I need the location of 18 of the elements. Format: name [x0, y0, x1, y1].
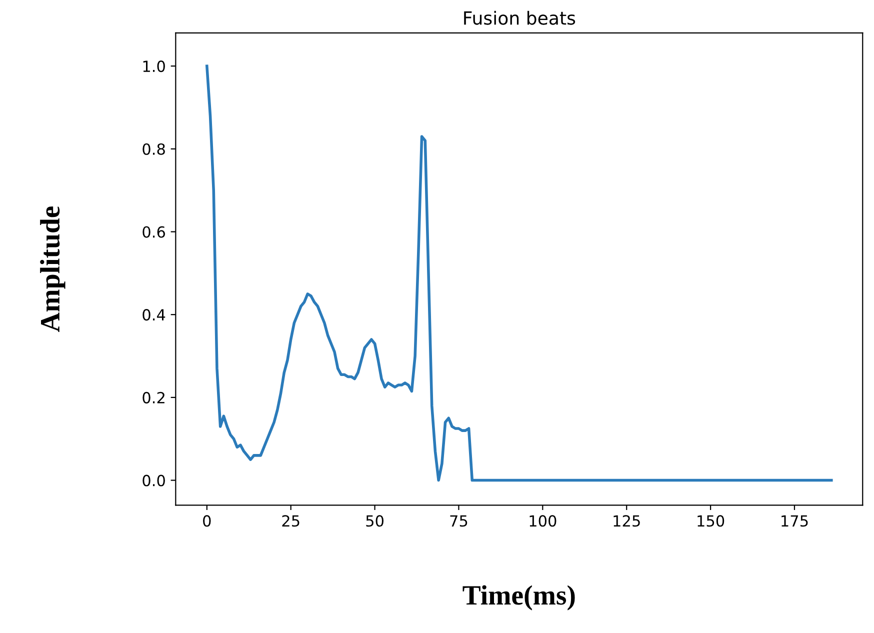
y-tick-label: 0.6	[142, 226, 165, 238]
line-series	[206, 64, 833, 482]
x-tick-label: 25	[282, 515, 300, 527]
x-tick-label: 100	[530, 515, 556, 527]
x-tick-label: 75	[450, 515, 468, 527]
chart-title: Fusion beats	[464, 10, 576, 25]
x-tick-label: 175	[782, 515, 808, 527]
y-tick-label: 0.8	[142, 143, 165, 155]
x-tick-label: 50	[366, 515, 384, 527]
y-tick-label: 1.0	[143, 60, 165, 72]
x-tick-label: 125	[614, 515, 640, 527]
y-tick-label: 0.4	[142, 309, 166, 321]
x-tick-label: 0	[203, 515, 211, 527]
y-axis-title: Amplitude	[40, 206, 66, 332]
x-axis-title: Time(ms)	[462, 585, 575, 610]
y-tick-label: 0.0	[142, 474, 165, 486]
y-tick-label: 0.2	[142, 392, 164, 404]
x-tick-label: 150	[698, 515, 724, 527]
